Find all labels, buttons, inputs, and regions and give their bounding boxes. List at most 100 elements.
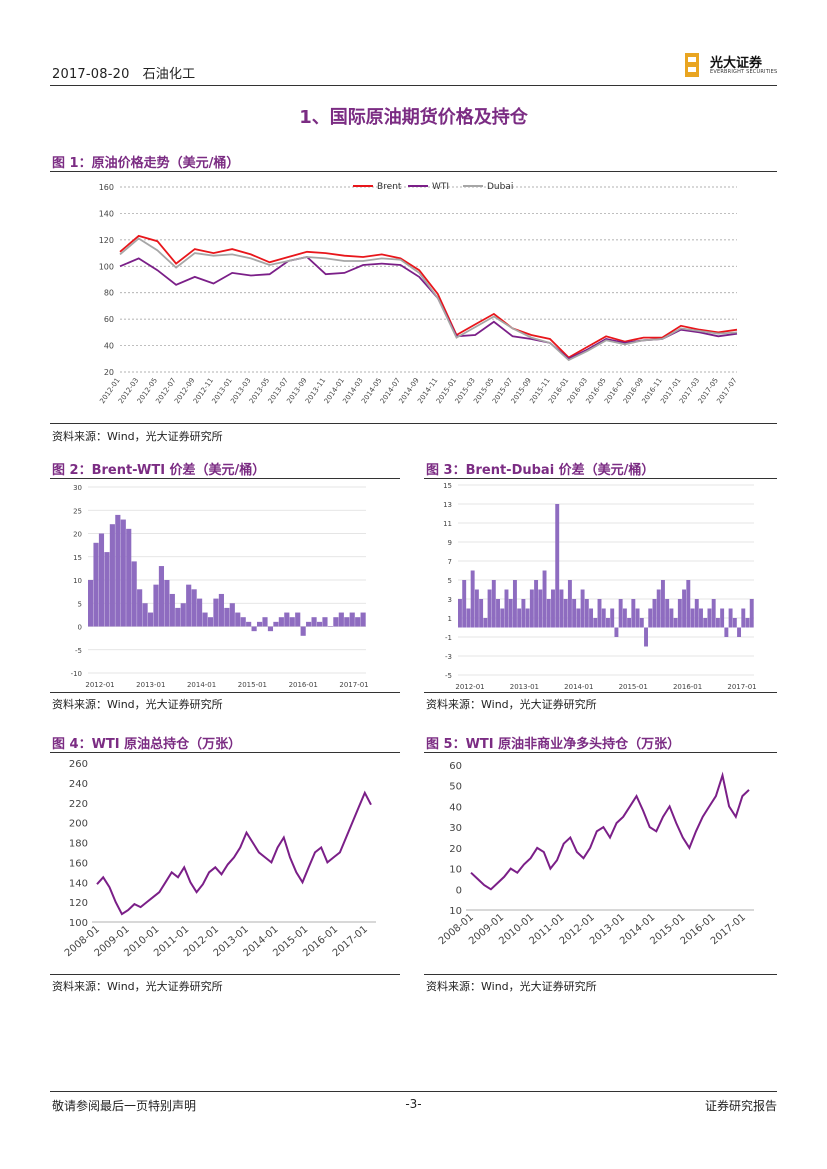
x-tick-label: 2017-01 bbox=[727, 683, 756, 691]
bar bbox=[349, 612, 355, 627]
bar bbox=[724, 627, 729, 637]
bar bbox=[551, 589, 555, 628]
x-tick-label: 2014-01 bbox=[564, 683, 593, 691]
y-tick-label: 100 bbox=[69, 918, 88, 929]
series-line-wti bbox=[119, 256, 738, 360]
y-tick-label: 5 bbox=[448, 577, 452, 585]
bar bbox=[745, 618, 750, 628]
bar bbox=[572, 599, 577, 628]
bar bbox=[589, 608, 594, 628]
y-tick-label: 60 bbox=[104, 315, 114, 324]
bar bbox=[610, 608, 615, 628]
bar bbox=[534, 580, 539, 628]
x-tick-label: 2014-01 bbox=[187, 681, 216, 689]
bar bbox=[338, 612, 344, 627]
fig2-chart: -10 -5 0 5 10 15 20 25 30 2012-01 2013-01 2014-01 20… bbox=[71, 484, 369, 689]
bar bbox=[295, 612, 301, 627]
y-tick-label: 40 bbox=[104, 342, 114, 351]
bar bbox=[529, 589, 534, 628]
page-number: -3- bbox=[405, 1097, 422, 1111]
report-date: 2017-08-20 石油化工 bbox=[52, 67, 196, 82]
bar bbox=[496, 599, 500, 628]
y-tick-label: 120 bbox=[99, 236, 114, 245]
bar bbox=[153, 584, 159, 627]
y-tick-label: 60 bbox=[449, 761, 462, 772]
bar bbox=[262, 617, 268, 627]
bar bbox=[240, 617, 246, 627]
bar bbox=[207, 617, 214, 627]
y-tick-label: -5 bbox=[445, 672, 452, 680]
y-tick-label: 200 bbox=[69, 819, 88, 830]
bar bbox=[635, 608, 640, 628]
y-tick-label: 30 bbox=[73, 484, 82, 492]
bar bbox=[311, 617, 317, 627]
fig1-source: 资料来源：Wind，光大证券研究所 bbox=[52, 430, 223, 443]
footer-report-type: 证券研究报告 bbox=[704, 1099, 777, 1113]
fig2-source: 资料来源：Wind，光大证券研究所 bbox=[52, 698, 223, 711]
series-line-dubai bbox=[119, 237, 738, 362]
bar bbox=[720, 608, 725, 628]
bar bbox=[737, 627, 742, 637]
everbright-logo-icon bbox=[685, 53, 699, 77]
y-tick-label: -3 bbox=[445, 653, 452, 661]
bar bbox=[525, 608, 530, 628]
bar bbox=[186, 584, 192, 627]
bar bbox=[652, 599, 657, 628]
bar bbox=[512, 580, 517, 628]
bar bbox=[584, 599, 589, 628]
bar bbox=[273, 621, 279, 627]
bar bbox=[191, 589, 197, 627]
bar bbox=[322, 617, 328, 627]
y-tick-label: 160 bbox=[99, 183, 114, 192]
y-tick-label: 30 bbox=[449, 823, 462, 834]
bar bbox=[715, 618, 720, 628]
bar bbox=[682, 589, 687, 628]
legend-label-wti: WTI bbox=[432, 182, 449, 192]
y-tick-label: 25 bbox=[73, 507, 82, 515]
bar bbox=[109, 524, 115, 627]
x-tick-label: 2015-01 bbox=[238, 681, 267, 689]
x-tick-label: 2016-01 bbox=[673, 683, 702, 691]
fig5-source: 资料来源：Wind，光大证券研究所 bbox=[426, 980, 597, 993]
bar bbox=[278, 617, 284, 627]
y-tick-label: -5 bbox=[75, 647, 82, 655]
bar bbox=[690, 608, 695, 628]
bar bbox=[246, 621, 252, 627]
bar bbox=[202, 612, 208, 627]
y-tick-label: 0 bbox=[78, 624, 82, 632]
bar bbox=[474, 589, 479, 628]
bar bbox=[344, 617, 350, 627]
bar bbox=[229, 603, 235, 627]
bar bbox=[631, 599, 636, 628]
y-tick-label: 11 bbox=[443, 520, 452, 528]
bar bbox=[224, 607, 230, 627]
bar bbox=[644, 627, 648, 647]
section-title: 1、国际原油期货价格及持仓 bbox=[299, 107, 528, 128]
y-tick-label: 0 bbox=[456, 885, 462, 896]
bar bbox=[677, 599, 682, 628]
y-tick-label: 160 bbox=[69, 858, 88, 869]
bar bbox=[218, 593, 224, 627]
bar bbox=[563, 599, 568, 628]
bar bbox=[333, 617, 339, 627]
bar bbox=[521, 599, 526, 628]
bar bbox=[508, 599, 513, 628]
fig2-title: 图 2：Brent-WTI 价差（美元/桶） bbox=[52, 463, 266, 478]
x-tick-label: 2016-01 bbox=[289, 681, 318, 689]
bar bbox=[115, 514, 121, 627]
bar bbox=[137, 589, 143, 627]
y-tick-label: 10 bbox=[73, 577, 82, 585]
bar bbox=[120, 519, 126, 627]
fig3-rule bbox=[424, 478, 777, 479]
bar bbox=[487, 589, 492, 628]
bar bbox=[284, 612, 290, 627]
x-tick-label: 2012-01 bbox=[85, 681, 114, 689]
footer-disclaimer: 敬请参阅最后一页特别声明 bbox=[52, 1099, 197, 1113]
x-tick-label: 2015-01 bbox=[619, 683, 648, 691]
y-tick-label: 240 bbox=[69, 779, 88, 790]
bar bbox=[606, 618, 610, 628]
bar bbox=[355, 617, 361, 627]
bar bbox=[169, 593, 175, 627]
fig4-bottom-rule bbox=[50, 974, 400, 975]
fig3-title: 图 3：Brent-Dubai 价差（美元/桶） bbox=[426, 463, 655, 478]
